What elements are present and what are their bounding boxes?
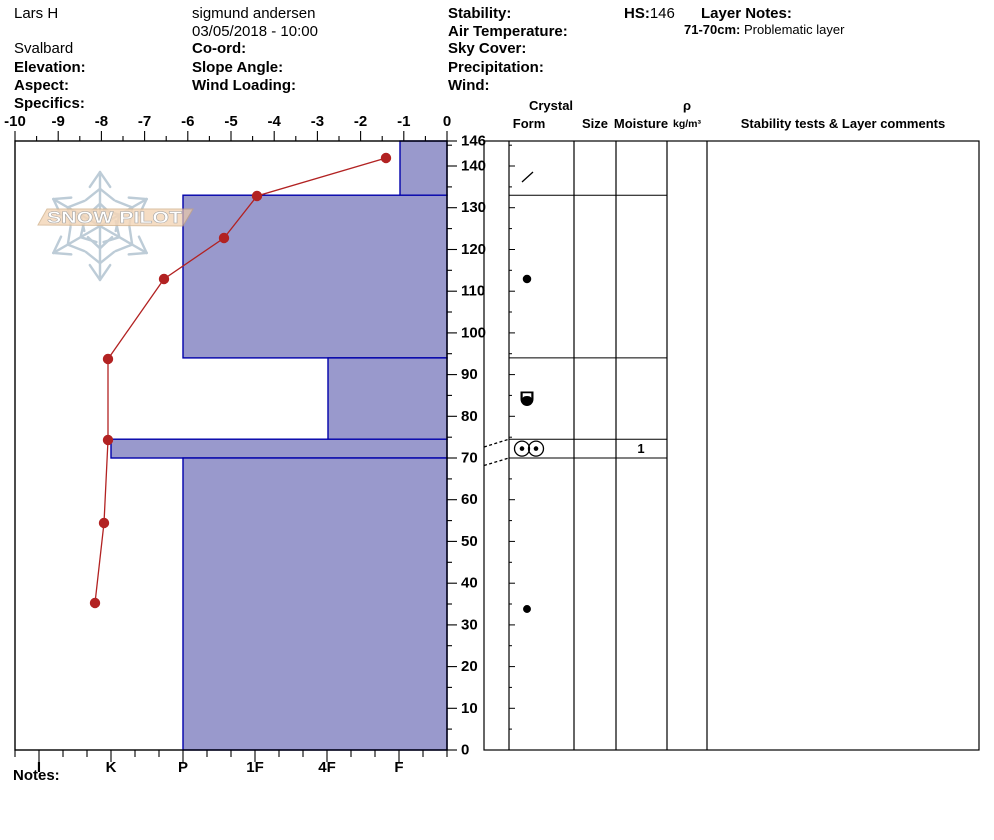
svg-text:Moisture: Moisture — [614, 116, 668, 131]
svg-text:146: 146 — [461, 133, 486, 150]
svg-text:Form: Form — [513, 116, 546, 131]
svg-text:-1: -1 — [397, 113, 410, 130]
svg-text:P: P — [178, 759, 188, 776]
svg-text:-6: -6 — [181, 113, 194, 130]
svg-text:-3: -3 — [311, 113, 324, 130]
svg-text:-7: -7 — [138, 113, 151, 130]
svg-text:100: 100 — [461, 324, 486, 341]
svg-text:1F: 1F — [246, 759, 264, 776]
svg-text:140: 140 — [461, 158, 486, 175]
svg-text:0: 0 — [443, 113, 451, 130]
svg-text:70: 70 — [461, 450, 478, 467]
svg-text:I: I — [37, 759, 41, 776]
svg-text:110: 110 — [461, 283, 485, 300]
svg-text:-10: -10 — [4, 113, 26, 130]
svg-text:ρ: ρ — [683, 98, 691, 113]
svg-text:20: 20 — [461, 658, 478, 675]
svg-text:30: 30 — [461, 616, 478, 633]
svg-text:F: F — [394, 759, 403, 776]
svg-text:-5: -5 — [224, 113, 237, 130]
svg-text:-4: -4 — [268, 113, 282, 130]
svg-text:-9: -9 — [52, 113, 65, 130]
svg-text:40: 40 — [461, 575, 478, 592]
svg-text:50: 50 — [461, 533, 478, 550]
svg-text:1: 1 — [637, 441, 644, 456]
svg-text:SNOW PILOT: SNOW PILOT — [47, 208, 183, 227]
svg-text:4F: 4F — [318, 759, 336, 776]
svg-text:10: 10 — [461, 700, 478, 717]
svg-text:60: 60 — [461, 491, 478, 508]
svg-text:130: 130 — [461, 199, 486, 216]
svg-text:kg/m³: kg/m³ — [673, 118, 702, 130]
svg-text:-8: -8 — [95, 113, 108, 130]
svg-text:90: 90 — [461, 366, 478, 383]
svg-text:120: 120 — [461, 241, 486, 258]
svg-text:80: 80 — [461, 408, 478, 425]
svg-text:0: 0 — [461, 742, 469, 759]
svg-text:Stability tests & Layer commen: Stability tests & Layer comments — [741, 116, 945, 131]
svg-text:-2: -2 — [354, 113, 367, 130]
svg-text:Size: Size — [582, 116, 608, 131]
svg-text:Crystal: Crystal — [529, 98, 573, 113]
svg-text:K: K — [106, 759, 117, 776]
